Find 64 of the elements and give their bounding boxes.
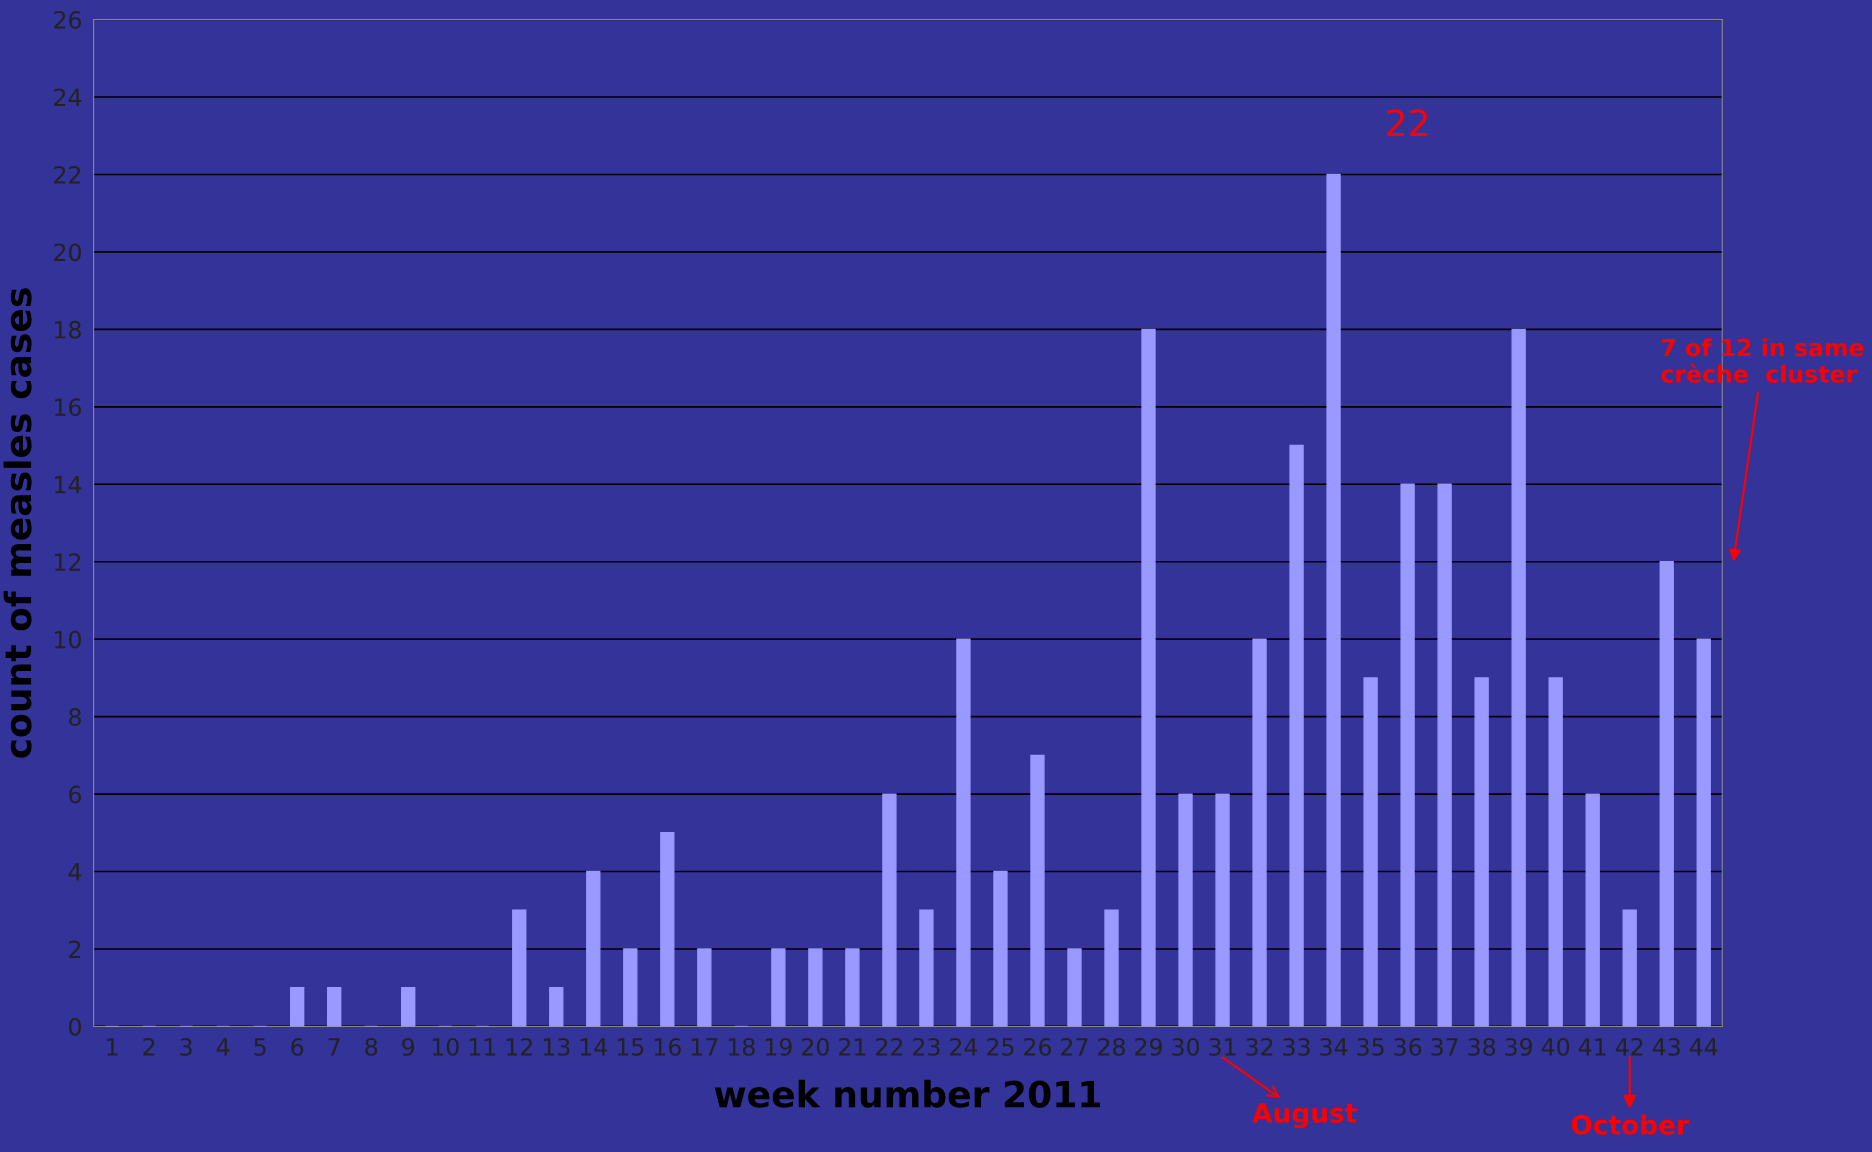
x-tick-label: 19 [765, 1037, 792, 1056]
x-tick-label: 27 [1061, 1037, 1088, 1056]
x-tick-label: 35 [1357, 1037, 1384, 1056]
x-tick-label: 18 [728, 1037, 755, 1056]
y-tick-label: 20 [54, 243, 81, 262]
annotation: 7 of 12 in same crèche cluster [1661, 338, 1864, 383]
y-tick-label: 12 [55, 553, 81, 571]
y-tick-label: 24 [54, 88, 82, 106]
x-tick-label: 37 [1431, 1037, 1458, 1056]
x-tick-label: 11 [469, 1038, 496, 1056]
x-tick-label: 2 [143, 1037, 155, 1056]
x-tick-label: 23 [913, 1037, 940, 1056]
y-tick-label: 4 [68, 863, 82, 881]
x-tick-label: 22 [876, 1037, 903, 1056]
x-tick-label: 3 [180, 1037, 192, 1056]
x-tick-label: 31 [1209, 1037, 1236, 1056]
x-tick-label: 16 [654, 1037, 681, 1056]
y-tick-label: 22 [54, 165, 81, 184]
x-tick-label: 24 [950, 1037, 978, 1056]
text: August [1252, 1103, 1357, 1129]
y-axis-title: count of measles cases [3, 288, 32, 758]
x-tick-label: 34 [1320, 1037, 1348, 1056]
x-tick-label: 44 [1689, 1038, 1718, 1056]
x-tick-label: 39 [1505, 1037, 1533, 1056]
x-tick-label: 14 [580, 1038, 607, 1056]
x-tick-label: 20 [802, 1037, 829, 1056]
x-tick-label: 6 [291, 1037, 304, 1056]
x-tick-label: 43 [1652, 1037, 1680, 1056]
x-tick-label: 28 [1098, 1037, 1125, 1056]
x-tick-label: 12 [506, 1037, 532, 1056]
x-tick-label: 32 [1246, 1037, 1273, 1056]
x-tick-label: 1 [107, 1038, 118, 1056]
x-tick-label: 40 [1541, 1037, 1570, 1056]
x-tick-label: 29 [1135, 1037, 1162, 1056]
y-tick-label: 6 [69, 785, 81, 804]
x-tick-label: 25 [987, 1037, 1014, 1056]
x-tick-label: 36 [1394, 1037, 1422, 1056]
x-tick-label: 7 [328, 1038, 340, 1056]
x-tick-label: 4 [216, 1038, 230, 1056]
x-tick-label: 15 [617, 1038, 644, 1056]
y-tick-label: 2 [69, 940, 81, 958]
x-tick-label: 9 [402, 1037, 415, 1056]
y-tick-label: 10 [55, 630, 81, 649]
x-tick-label: 21 [839, 1037, 866, 1056]
x-tick-label: 30 [1172, 1037, 1199, 1056]
x-tick-label: 33 [1283, 1037, 1310, 1056]
x-tick-label: 10 [432, 1037, 459, 1056]
x-tick-label: 42 [1615, 1037, 1643, 1056]
x-tick-label: 41 [1578, 1038, 1606, 1056]
y-tick-label: 26 [54, 11, 81, 29]
x-axis-title: week number 2011 [714, 1079, 1101, 1108]
y-tick-label: 18 [55, 320, 81, 339]
y-tick-label: 0 [69, 1017, 81, 1036]
annotation: 22 [1387, 109, 1427, 136]
x-tick-label: 38 [1468, 1037, 1496, 1056]
x-tick-label: 17 [691, 1038, 718, 1056]
x-tick-label: 8 [365, 1037, 378, 1056]
x-tick-label: 13 [543, 1037, 570, 1056]
x-tick-label: 26 [1024, 1037, 1052, 1056]
y-tick-label: 16 [55, 398, 81, 417]
y-tick-label: 8 [69, 708, 81, 726]
x-tick-label: 5 [254, 1038, 266, 1056]
text: October [1571, 1114, 1689, 1135]
y-tick-label: 14 [55, 476, 82, 494]
